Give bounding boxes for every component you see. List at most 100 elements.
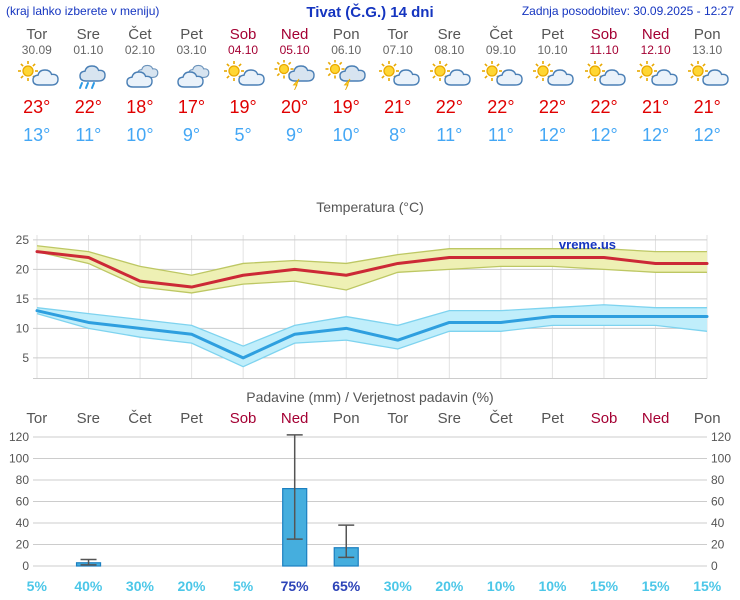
precip-whisker: [80, 558, 97, 566]
svg-text:40: 40: [711, 516, 725, 530]
precip-probability: 30%: [125, 578, 154, 594]
svg-text:20: 20: [16, 262, 30, 276]
precip-probability: 5%: [232, 578, 254, 594]
min-temp: 5°: [234, 125, 252, 145]
max-temp: 19°: [229, 97, 257, 117]
partly-cloudy-icon: [424, 57, 476, 93]
day-name: Ned: [641, 410, 670, 427]
day-name: Ned: [280, 410, 309, 427]
svg-text:60: 60: [16, 495, 30, 509]
svg-text:120: 120: [711, 430, 731, 444]
day-date: 12.10: [640, 43, 671, 57]
precip-probability: 15%: [693, 578, 722, 594]
precip-probability: 5%: [26, 578, 47, 594]
day-column: Pet 10.10 22° 12°: [527, 26, 579, 149]
partly-cloudy-icon: [372, 57, 424, 93]
temperature-chart: 5 10 15 20 25 vreme.us: [0, 217, 740, 387]
day-name: Sre: [437, 410, 462, 427]
page-title: Tivat (Č.G.) 14 dni: [306, 4, 434, 21]
precip-probability: 30%: [383, 578, 412, 594]
precip-probability: 10%: [486, 578, 515, 594]
day-name: Čet: [489, 410, 513, 427]
day-date: 06.10: [331, 43, 362, 57]
day-name: Tor: [387, 410, 409, 427]
svg-text:120: 120: [9, 430, 29, 444]
max-temp: 23°: [23, 97, 51, 117]
day-column: Čet 09.10 22° 11°: [475, 26, 527, 149]
min-temp: 12°: [590, 125, 618, 145]
precip-probability-row: 5% 40% 30% 20% 5% 75% 65% 30% 20% 10% 10% 15% 15% 15%: [0, 577, 740, 597]
day-name: Pet: [180, 26, 203, 43]
day-name: Pon: [332, 410, 360, 427]
precip-whisker: [286, 434, 303, 540]
min-temp: 12°: [642, 125, 670, 145]
thunderstorm-icon: [269, 57, 321, 93]
precip-days-row: Tor Sre Čet Pet Sob Ned Pon Tor Sre Čet Pet Sob Ned P…: [0, 409, 740, 429]
svg-text:25: 25: [16, 233, 30, 247]
min-temp: 11°: [436, 125, 463, 145]
day-name: Sob: [590, 26, 618, 43]
precip-probability: 40%: [74, 578, 103, 594]
day-name: Sob: [229, 410, 257, 427]
day-column: Ned 12.10 21° 12°: [630, 26, 682, 149]
day-name: Čet: [128, 410, 152, 427]
temperature-chart-title: Temperatura (°C): [316, 199, 424, 215]
day-column: Sob 11.10 22° 12°: [578, 26, 630, 149]
svg-text:0: 0: [711, 559, 718, 573]
svg-text:40: 40: [16, 516, 30, 530]
partly-cloudy-icon: [217, 57, 269, 93]
svg-text:10: 10: [16, 321, 30, 335]
day-name: Tor: [387, 26, 409, 43]
precipitation-chart-svg: 0 0 20 20 40 40 60 60 80 80 100 100 120 120: [9, 430, 731, 573]
day-name: Pon: [693, 410, 721, 427]
day-date: 08.10: [434, 43, 465, 57]
day-date: 04.10: [228, 43, 259, 57]
precip-probability: 20%: [177, 578, 206, 594]
location-hint: (kraj lahko izberete v meniju): [6, 4, 160, 18]
precipitation-chart: 0 0 20 20 40 40 60 60 80 80 100 100 120 120: [0, 429, 740, 577]
max-temp: 22°: [590, 97, 618, 117]
max-temp: 22°: [487, 97, 515, 117]
day-date: 07.10: [382, 43, 413, 57]
svg-text:15: 15: [16, 292, 30, 306]
max-temp: 22°: [538, 97, 567, 117]
day-column: Sre 08.10 22° 11°: [424, 26, 476, 149]
max-temp: 18°: [126, 97, 154, 117]
min-temp: 11°: [487, 125, 514, 145]
day-date: 01.10: [73, 43, 104, 57]
rain-icon: [63, 57, 115, 93]
day-name: Pon: [693, 26, 721, 43]
min-temp: 10°: [332, 125, 360, 145]
day-name: Pet: [541, 26, 564, 43]
svg-text:20: 20: [16, 538, 30, 552]
min-temp: 12°: [693, 125, 721, 145]
precipitation-chart-title: Padavine (mm) / Verjetnost padavin (%): [246, 389, 494, 405]
max-temp: 21°: [693, 97, 721, 117]
svg-text:80: 80: [711, 473, 725, 487]
day-date: 02.10: [124, 43, 155, 57]
day-name: Tor: [26, 410, 48, 427]
svg-text:60: 60: [711, 495, 725, 509]
day-date: 13.10: [692, 43, 723, 57]
day-name: Sob: [229, 26, 257, 43]
partly-cloudy-icon: [630, 57, 682, 93]
day-name: Ned: [280, 26, 309, 43]
min-temp: 13°: [23, 125, 51, 145]
last-updated: Zadnja posodobitev: 30.09.2025 - 12:27: [521, 4, 734, 18]
svg-text:80: 80: [16, 473, 30, 487]
max-temp: 20°: [281, 97, 309, 117]
day-name: Pet: [180, 410, 203, 427]
day-date: 11.10: [589, 43, 619, 57]
day-name: Sre: [437, 26, 462, 43]
max-temp: 21°: [384, 97, 412, 117]
day-column: Sre 01.10 22° 11°: [63, 26, 115, 149]
forecast-strip: Tor 30.09 23° 13° Sre 01.10 22° 11° Čet …: [0, 26, 740, 149]
day-date: 30.09: [21, 43, 52, 57]
min-temp: 12°: [538, 125, 567, 145]
day-name: Tor: [26, 26, 48, 43]
svg-text:100: 100: [9, 452, 29, 466]
min-temp: 9°: [182, 125, 201, 145]
precip-probability: 10%: [538, 578, 567, 594]
min-temp: 10°: [126, 125, 154, 145]
day-name: Pet: [541, 410, 564, 427]
